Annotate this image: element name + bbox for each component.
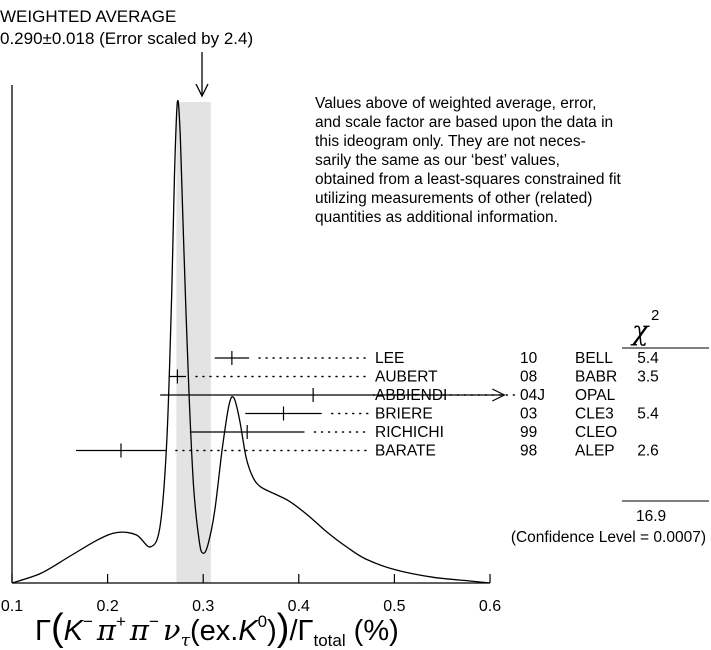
weighted-average-arrow: [195, 52, 209, 98]
note-line: this ideogram only. They are not neces-: [315, 133, 586, 150]
measurement-year: 10: [520, 350, 538, 367]
chi2-header-exponent: 2: [651, 307, 659, 324]
note-line: and scale factor are based upon the data…: [315, 114, 613, 131]
x-tick-label: 0.4: [288, 598, 310, 615]
note-line: Values above of weighted average, error,: [315, 95, 596, 112]
measurement-experiment: CLE3: [575, 406, 614, 423]
measurement-name: RICHICHI: [375, 424, 444, 441]
ideogram-curve-layer: [11, 99, 491, 584]
measurement-year: 03: [520, 406, 537, 423]
x-ticks-layer: 0.1 0.2 0.3 0.4 0.5 0.6: [1, 574, 501, 615]
note-line: utilizing measurements of other (related…: [315, 190, 592, 207]
ideogram-curve: [11, 99, 491, 584]
plot-axes: [11, 85, 490, 584]
note-line: quantities as additional information.: [315, 209, 558, 226]
chi2-column: χ 2 16.9 (Confidence Level = 0.0007): [511, 307, 709, 546]
measurement-chi2: 3.5: [637, 369, 659, 386]
note-line: obtained from a least-squares constraine…: [315, 171, 622, 188]
x-axis-label: Γ(K− π+ π− ντ(ex.K0))/Γtotal (%): [35, 607, 399, 650]
x-tick-label: 0.2: [96, 598, 118, 615]
error-bar-arrow: [492, 388, 506, 402]
confidence-level: (Confidence Level = 0.0007): [511, 529, 706, 546]
chi2-total: 16.9: [636, 508, 666, 525]
measurement-year: 04J: [520, 387, 545, 404]
measurement-experiment: CLEO: [575, 424, 617, 441]
measurement-name: AUBERT: [375, 369, 438, 386]
measurement-year: 08: [520, 369, 537, 386]
measurement-name: BARATE: [375, 443, 436, 460]
measurement-chi2: 5.4: [637, 350, 659, 367]
measurement-layer: LEE 10 BELL 5.4 AUBERT 08 BABR 3.5 ABBIENDI 04J OP…: [76, 350, 659, 460]
note-text: Values above of weighted average, error,…: [315, 95, 622, 226]
measurement-experiment: ALEP: [575, 443, 615, 460]
measurement-chi2: 5.4: [637, 406, 659, 423]
measurement-year: 98: [520, 443, 537, 460]
note-line: sarily the same as our ‘best’ values,: [315, 152, 560, 169]
measurement-experiment: BABR: [575, 369, 617, 386]
measurement-name: BRIERE: [375, 406, 433, 423]
x-tick-label: 0.1: [1, 598, 23, 615]
measurement-chi2: 2.6: [637, 443, 659, 460]
measurement-name: LEE: [375, 350, 404, 367]
chart-title: WEIGHTED AVERAGE: [0, 7, 176, 26]
chart-subtitle: 0.290±0.018 (Error scaled by 2.4): [0, 29, 253, 48]
measurement-year: 99: [520, 424, 537, 441]
measurement-name: ABBIENDI: [375, 387, 447, 404]
measurement-experiment: BELL: [575, 350, 613, 367]
svg-text:Γ(K−π+π−ντ(ex.K0))/Γtotal (%): Γ(K− π+ π− ντ(ex.K0))/Γtotal (%): [35, 607, 399, 650]
measurement-experiment: OPAL: [575, 387, 616, 404]
chi2-header: χ: [630, 316, 650, 347]
x-tick-label: 0.5: [383, 598, 405, 615]
x-tick-label: 0.6: [479, 598, 501, 615]
x-tick-label: 0.3: [192, 598, 214, 615]
